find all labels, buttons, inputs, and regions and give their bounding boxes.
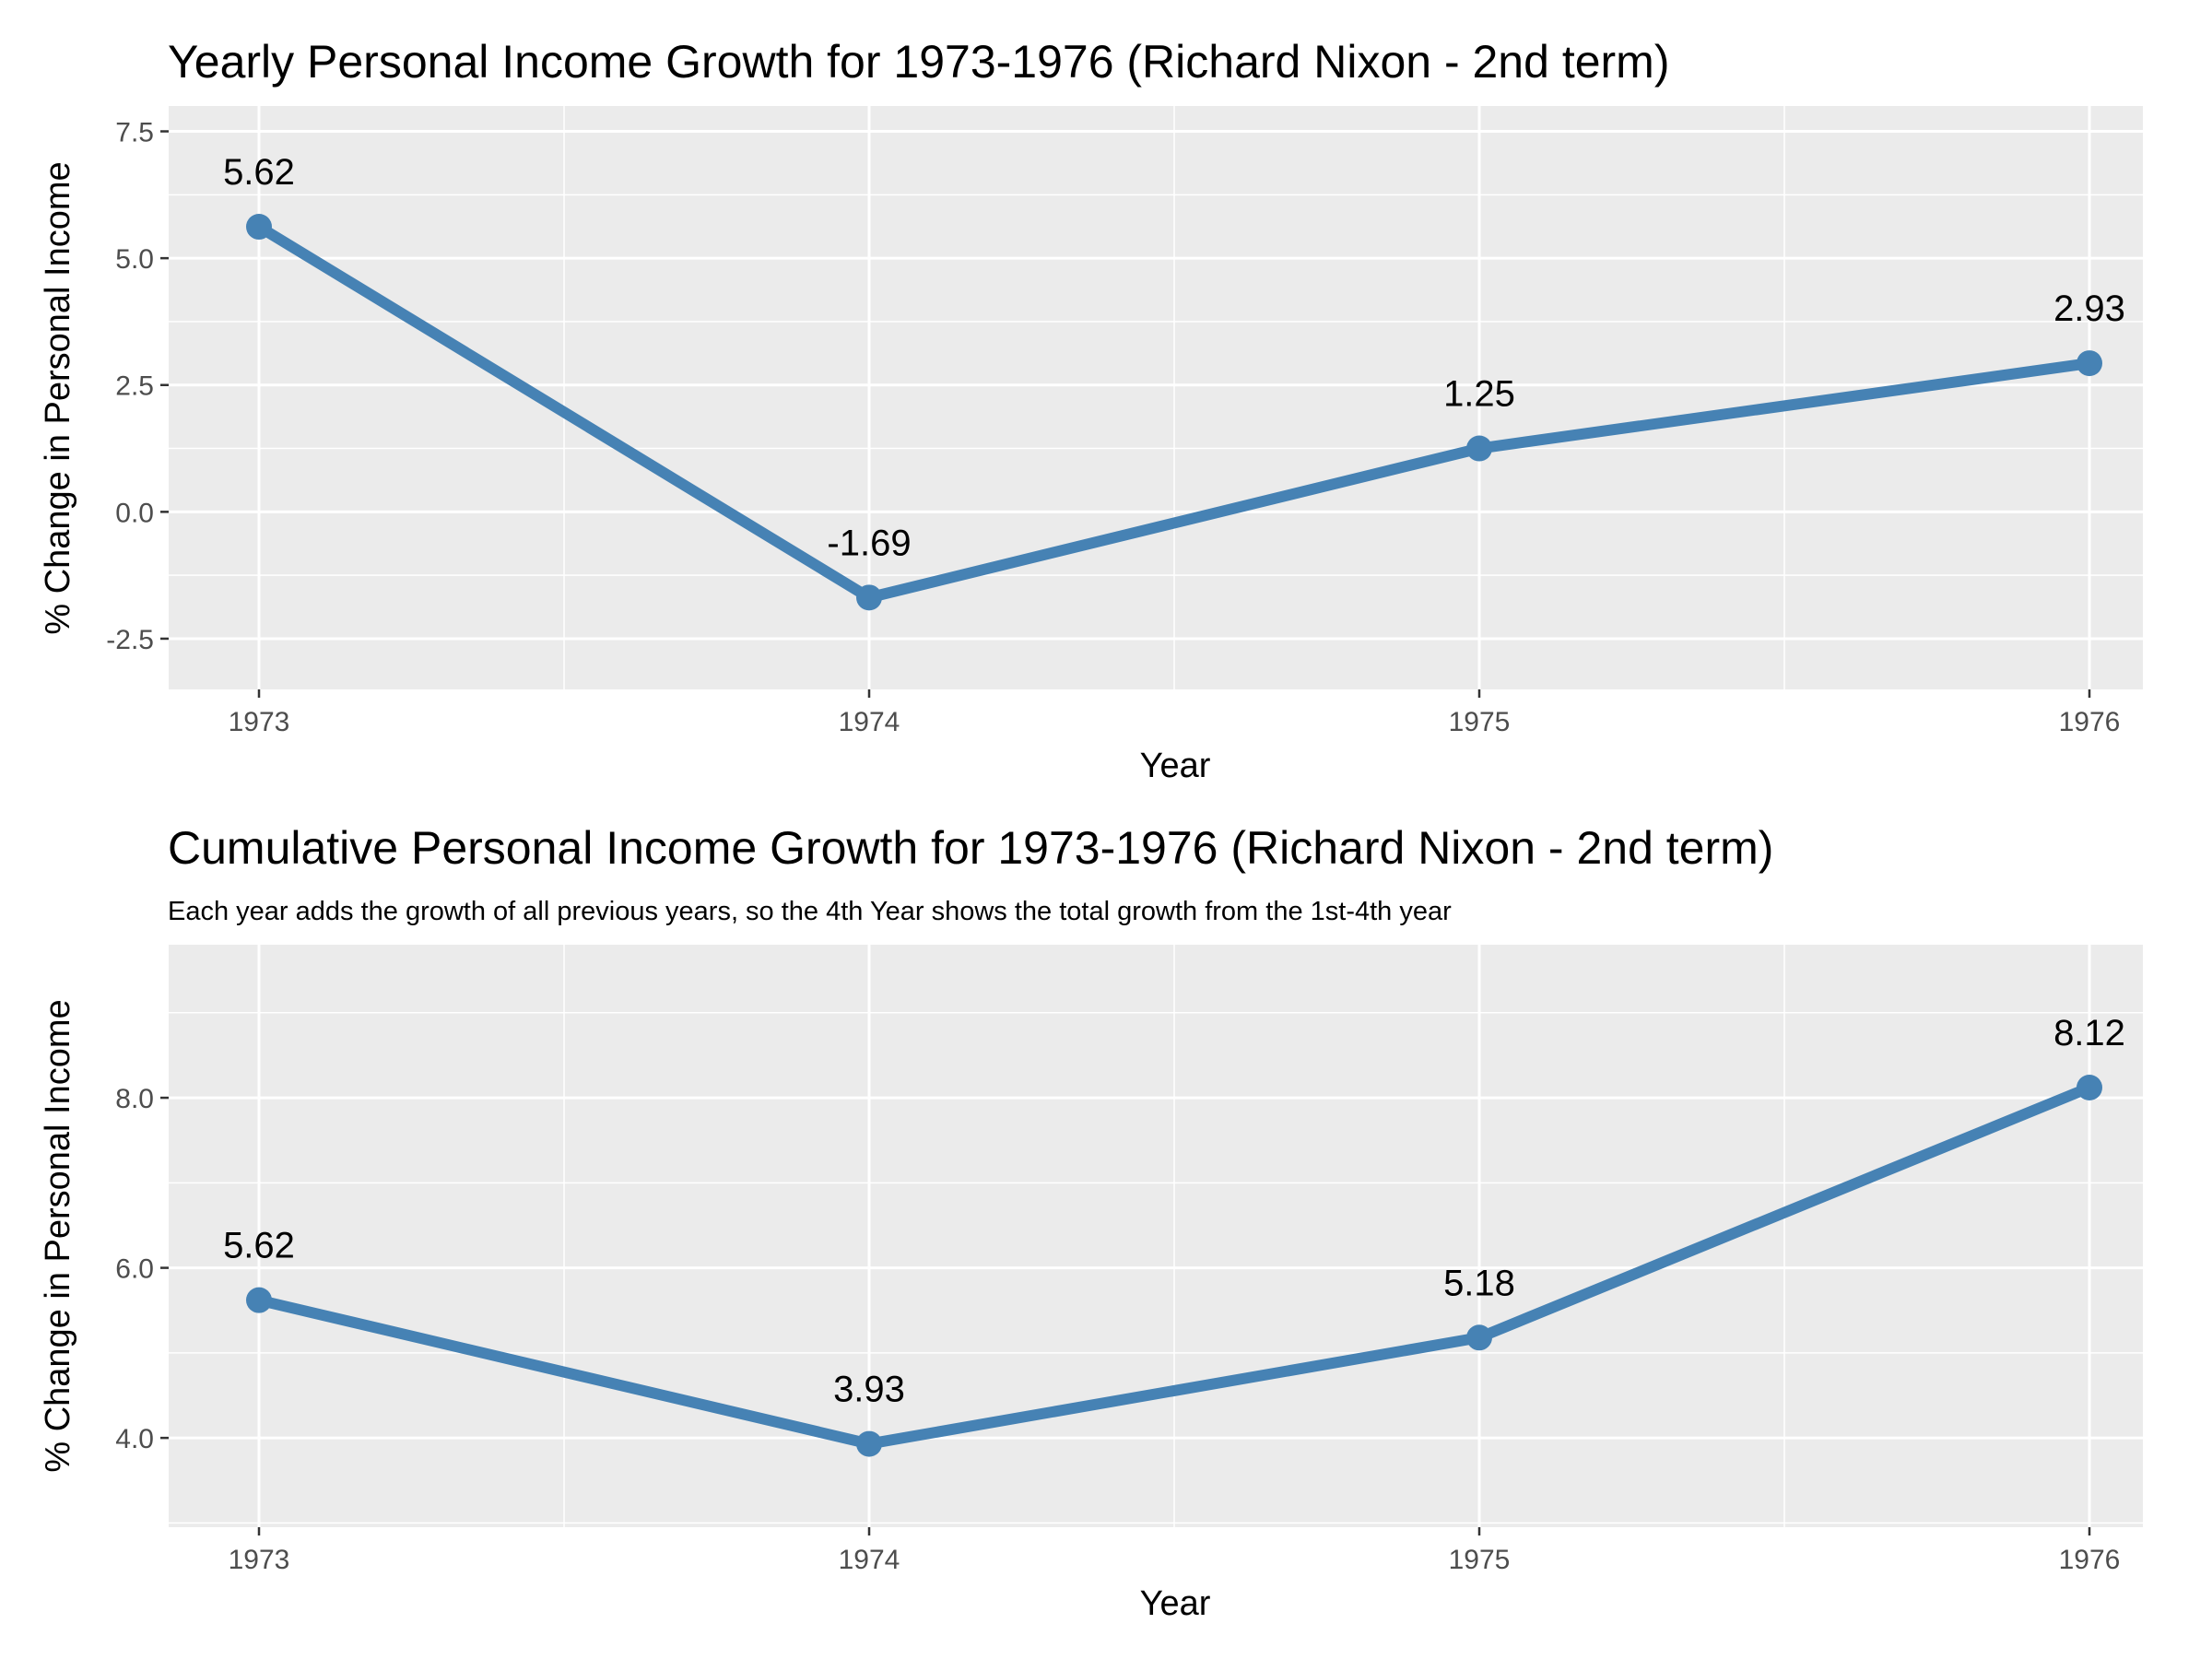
data-point — [246, 214, 272, 241]
data-point — [2077, 350, 2102, 377]
x-axis: 1973 1974 1975 1976 — [229, 1527, 2121, 1575]
y-axis-title: % Change in Personal Income — [39, 999, 77, 1472]
data-point — [1466, 435, 1492, 462]
x-axis: 1973 1974 1975 1976 — [229, 689, 2121, 737]
x-tick-label: 1973 — [229, 1545, 290, 1575]
y-axis: 4.0 6.0 8.0 — [115, 1084, 169, 1454]
data-label: 5.18 — [1443, 1263, 1515, 1303]
x-tick-label: 1974 — [839, 1545, 900, 1575]
x-tick-label: 1976 — [2059, 1545, 2121, 1575]
chart-subtitle: Each year adds the growth of all previou… — [168, 897, 1452, 926]
data-label: 1.25 — [1443, 374, 1515, 415]
x-axis-title: Year — [1140, 747, 1211, 785]
y-tick-label: 7.5 — [115, 118, 154, 148]
chart-title: Cumulative Personal Income Growth for 19… — [168, 822, 1773, 874]
data-label: 3.93 — [833, 1370, 905, 1410]
x-tick-label: 1976 — [2059, 707, 2121, 737]
y-axis-title: % Change in Personal Income — [39, 161, 77, 634]
cumulative-growth-chart: Cumulative Personal Income Growth for 19… — [39, 822, 2143, 1623]
y-tick-label: 6.0 — [115, 1254, 154, 1285]
series-line — [246, 1075, 2102, 1457]
data-labels: 5.62 -1.69 1.25 2.93 — [223, 152, 2125, 563]
y-tick-label: 0.0 — [115, 498, 154, 528]
data-labels: 5.62 3.93 5.18 8.12 — [223, 1013, 2125, 1410]
y-tick-label: -2.5 — [106, 625, 154, 655]
x-tick-label: 1974 — [839, 707, 900, 737]
series-line-path — [257, 1082, 2092, 1450]
series-line — [246, 214, 2102, 611]
y-tick-label: 8.0 — [115, 1084, 154, 1114]
y-tick-label: 5.0 — [115, 244, 154, 275]
chart-title: Yearly Personal Income Growth for 1973-1… — [168, 36, 1669, 88]
x-tick-label: 1973 — [229, 707, 290, 737]
data-label: -1.69 — [827, 523, 911, 563]
y-tick-label: 2.5 — [115, 371, 154, 402]
data-point — [856, 1430, 882, 1457]
data-point — [2077, 1075, 2102, 1101]
data-label: 2.93 — [2053, 288, 2125, 329]
y-tick-label: 4.0 — [115, 1424, 154, 1454]
gridlines — [169, 945, 2143, 1527]
data-label: 5.62 — [223, 152, 295, 193]
y-axis: -2.5 0.0 2.5 5.0 7.5 — [106, 118, 169, 655]
series-line-path — [255, 221, 2090, 604]
plot-panel — [169, 945, 2143, 1527]
x-tick-label: 1975 — [1449, 1545, 1511, 1575]
data-label: 5.62 — [223, 1226, 295, 1266]
x-tick-label: 1975 — [1449, 707, 1511, 737]
x-axis-title: Year — [1140, 1584, 1211, 1623]
yearly-growth-chart: Yearly Personal Income Growth for 1973-1… — [39, 36, 2143, 785]
data-label: 8.12 — [2053, 1013, 2125, 1053]
data-point — [246, 1287, 272, 1313]
data-point — [1466, 1324, 1492, 1351]
gridlines — [169, 106, 2143, 689]
data-point — [856, 584, 882, 611]
